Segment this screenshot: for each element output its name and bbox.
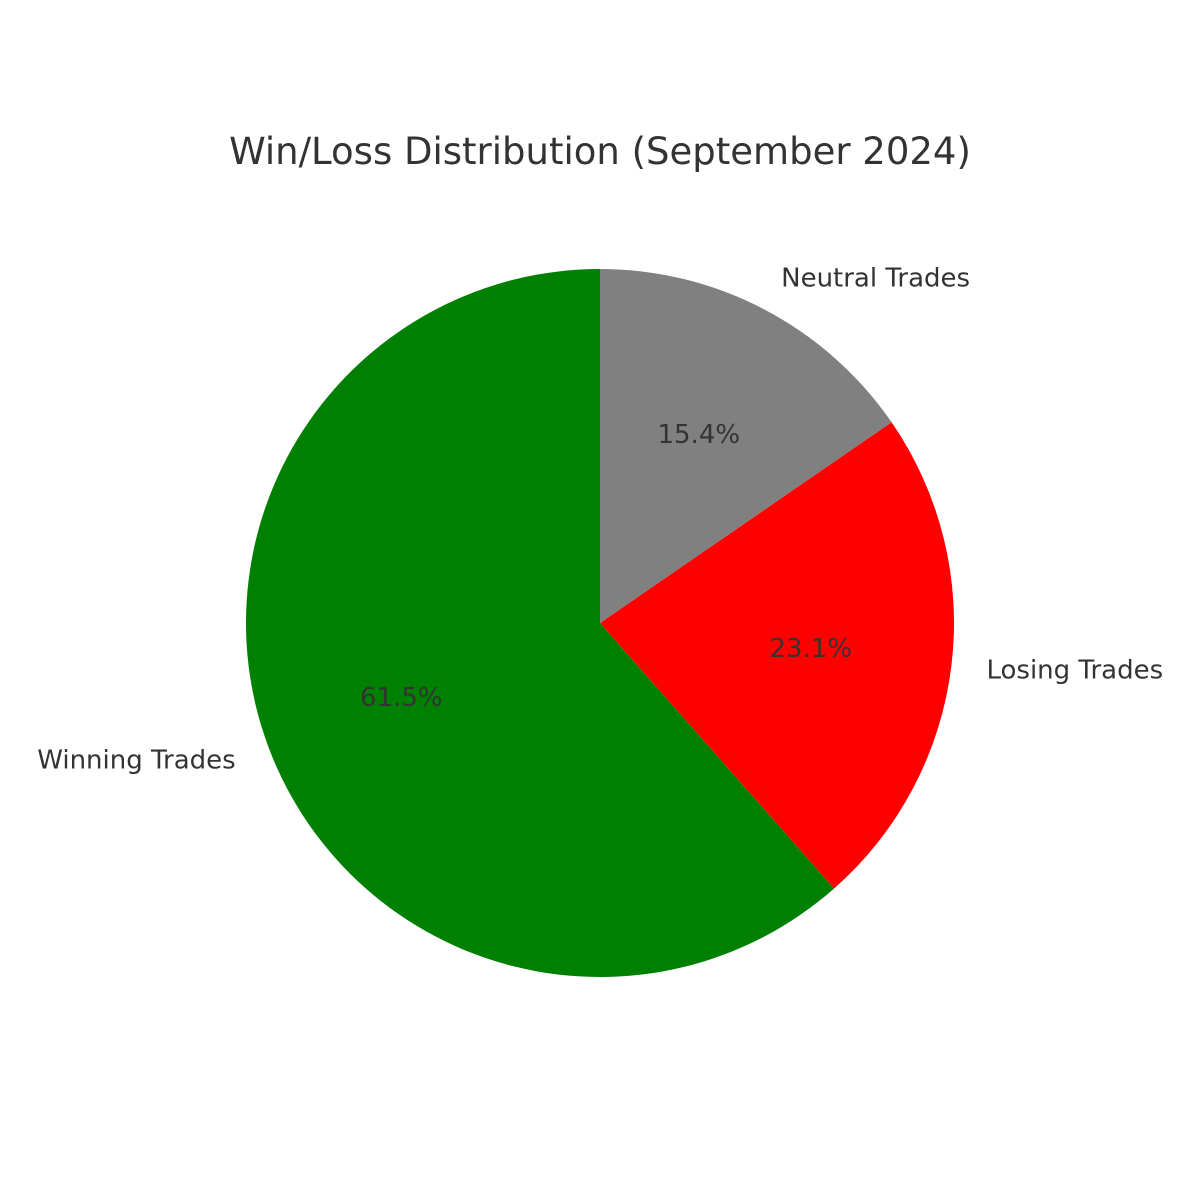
slice-label-winning-trades: Winning Trades: [37, 746, 236, 776]
pie-slices: [245, 269, 954, 977]
slice-percent-winning-trades: 61.5%: [360, 683, 443, 713]
slice-label-losing-trades: Losing Trades: [986, 656, 1163, 686]
pie-slice-neutral-trades: [600, 269, 892, 623]
pie-slice-losing-trades: [600, 422, 954, 889]
slice-label-neutral-trades: Neutral Trades: [781, 263, 970, 293]
slice-percent-losing-trades: 23.1%: [770, 634, 853, 664]
pie-slice-winning-trades: [245, 269, 835, 977]
pie-labels: Winning Trades 61.5% Losing Trades 23.1% Neu…: [37, 263, 1163, 775]
chart-title: Win/Loss Distribution (September 2024): [229, 130, 971, 173]
slice-percent-neutral-trades: 15.4%: [657, 420, 740, 450]
